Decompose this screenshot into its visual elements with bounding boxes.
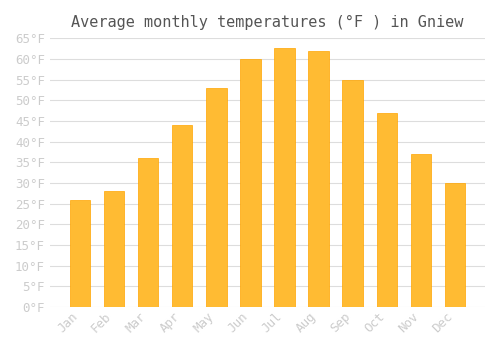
Bar	[104, 191, 124, 307]
Bar	[342, 79, 363, 307]
Bar	[70, 199, 90, 307]
Bar	[240, 59, 260, 307]
Bar	[138, 158, 158, 307]
Bar	[308, 50, 329, 307]
Title: Average monthly temperatures (°F ) in Gniew: Average monthly temperatures (°F ) in Gn…	[71, 15, 464, 30]
Bar	[445, 183, 465, 307]
Bar	[274, 48, 294, 307]
Bar	[410, 154, 431, 307]
Bar	[206, 88, 227, 307]
Bar	[376, 113, 397, 307]
Bar	[172, 125, 193, 307]
